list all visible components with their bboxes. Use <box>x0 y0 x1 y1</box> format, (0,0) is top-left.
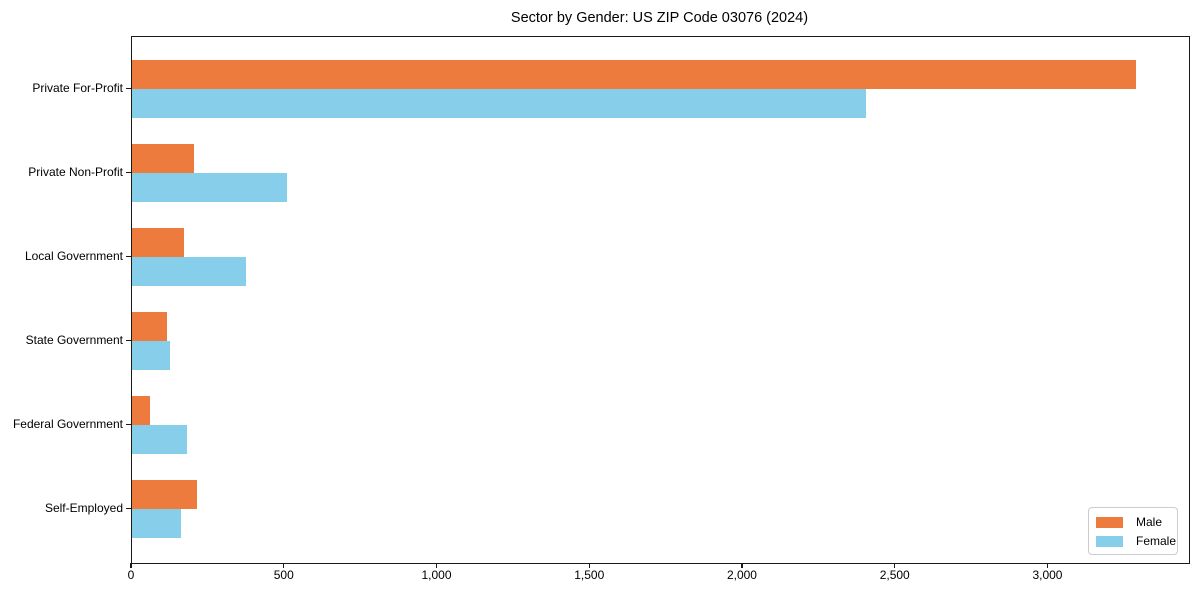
y-tick-mark <box>126 87 131 89</box>
bar-male-4 <box>132 312 167 341</box>
bar-male-1 <box>132 60 1137 89</box>
legend-label-female: Female <box>1136 534 1177 548</box>
legend-item-male: Male <box>1096 515 1169 529</box>
bar-male-5 <box>132 396 150 425</box>
y-tick-label: Local Government <box>24 249 123 263</box>
bar-male-2 <box>132 144 195 173</box>
x-tick-label: 2,000 <box>726 568 757 582</box>
x-tick-label: 1,000 <box>421 568 452 582</box>
legend-item-female: Female <box>1096 534 1176 548</box>
y-tick-mark <box>126 171 131 173</box>
x-tick-label: 1,500 <box>574 568 605 582</box>
bar-female-6 <box>132 509 181 538</box>
legend-swatch-female <box>1096 535 1123 547</box>
x-tick-mark <box>588 563 590 568</box>
x-tick-mark <box>741 563 743 568</box>
bar-male-3 <box>132 228 185 257</box>
y-tick-label: Federal Government <box>12 417 123 431</box>
y-tick-label: Private Non-Profit <box>28 165 123 179</box>
y-tick-label: Self-Employed <box>44 501 123 515</box>
x-tick-label: 2,500 <box>879 568 910 582</box>
x-tick-mark <box>435 563 438 568</box>
bar-female-1 <box>132 89 866 118</box>
x-tick-mark <box>894 563 896 568</box>
bar-female-4 <box>132 341 170 370</box>
bar-female-2 <box>132 173 287 202</box>
legend: Male Female <box>1088 507 1178 555</box>
chart-title: Sector by Gender: US ZIP Code 03076 (202… <box>510 10 809 26</box>
bar-male-6 <box>132 480 197 509</box>
y-tick-mark <box>126 339 131 341</box>
y-tick-label: Private For-Profit <box>32 81 123 95</box>
x-tick-label: 0 <box>127 568 135 582</box>
y-tick-label: State Government <box>25 333 123 347</box>
x-tick-mark <box>283 563 285 568</box>
bar-female-3 <box>132 257 247 286</box>
y-tick-mark <box>126 255 131 257</box>
x-tick-label: 500 <box>273 568 294 582</box>
plot-area <box>131 36 1190 564</box>
legend-swatch-male <box>1096 516 1123 528</box>
legend-label-male: Male <box>1136 515 1163 529</box>
x-tick-mark <box>130 563 132 568</box>
y-tick-mark <box>126 423 131 425</box>
y-tick-mark <box>126 507 131 509</box>
bar-female-5 <box>132 425 187 454</box>
x-tick-mark <box>1046 563 1049 568</box>
x-tick-label: 3,000 <box>1032 568 1063 582</box>
